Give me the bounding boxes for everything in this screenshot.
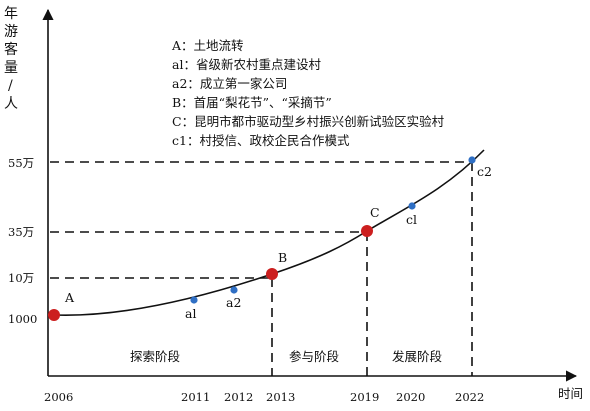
- y-tick-label: 55万: [8, 156, 34, 170]
- stage-label-development: 发展阶段: [392, 349, 442, 364]
- point-b-marker: [266, 268, 278, 280]
- legend-item-a: A：土地流转: [171, 38, 244, 53]
- stage-label-participation: 参与阶段: [289, 349, 339, 364]
- y-axis-title-char: 游: [4, 24, 18, 40]
- y-axis-title-char: 量: [4, 60, 18, 76]
- point-a-marker: [48, 309, 60, 321]
- y-axis-title-char: 人: [4, 96, 18, 112]
- y-axis-title-char: 客: [4, 41, 18, 58]
- x-tick-label: 2012: [224, 390, 253, 404]
- stage-label-exploration: 探索阶段: [130, 349, 180, 364]
- point-a2-label: a2: [226, 295, 241, 310]
- legend-item-c: C：昆明市都市驱动型乡村振兴创新试验区实验村: [172, 114, 445, 129]
- point-b-label: B: [278, 250, 287, 265]
- growth-curve: [53, 149, 485, 317]
- y-tick-label: 10万: [8, 271, 34, 285]
- point-c1-marker: [408, 202, 416, 210]
- x-tick-label: 2013: [266, 390, 295, 404]
- x-tick-label: 2022: [455, 390, 484, 404]
- point-c2-marker: [468, 156, 476, 164]
- legend: A：土地流转 al：省级新农村重点建设村 a2：成立第一家公司 B：首届“梨花节…: [171, 38, 445, 148]
- y-axis-title-char: 年: [4, 6, 18, 22]
- x-tick-label: 2006: [44, 390, 73, 404]
- legend-item-c1: c1：村授信、政校企民合作模式: [172, 133, 350, 148]
- x-tick-label: 2020: [396, 390, 425, 404]
- y-tick-label: 1000: [8, 312, 37, 326]
- y-tick-label: 35万: [8, 225, 34, 239]
- point-c-marker: [361, 225, 373, 237]
- point-a1-marker: [190, 296, 198, 304]
- point-a1-label: al: [185, 306, 196, 321]
- point-a-label: A: [64, 290, 75, 305]
- point-c-label: C: [370, 205, 380, 220]
- y-axis-title: 年 游 客 量 / 人: [4, 6, 18, 112]
- x-tick-label: 2019: [350, 390, 379, 404]
- legend-item-a1: al：省级新农村重点建设村: [172, 57, 321, 72]
- point-c1-label: cl: [406, 212, 417, 227]
- y-axis-title-char: /: [8, 78, 13, 94]
- x-tick-label: 2011: [181, 390, 210, 404]
- x-axis-title: 时间: [558, 386, 583, 401]
- point-c2-label: c2: [477, 164, 492, 179]
- legend-item-a2: a2：成立第一家公司: [172, 76, 287, 91]
- point-a2-marker: [230, 286, 238, 294]
- legend-item-b: B：首届“梨花节”、“采摘节”: [172, 95, 332, 110]
